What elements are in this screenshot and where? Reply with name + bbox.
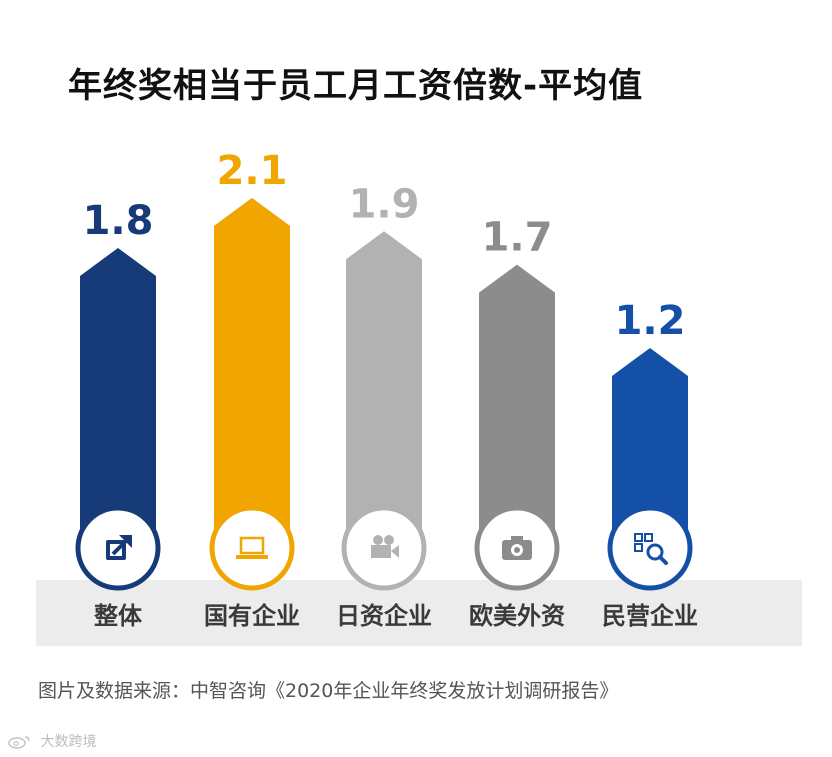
weibo-logo-icon	[8, 736, 30, 749]
category-label: 民营企业	[602, 602, 698, 630]
camera-icon	[502, 536, 532, 560]
value-label: 1.7	[482, 215, 553, 261]
video-camera-icon	[371, 535, 399, 558]
bar-group: 1.2 民营企业	[602, 298, 698, 630]
icon-badge	[209, 505, 295, 591]
bar	[612, 347, 688, 548]
bars-layer: 1.8 整体 2.1 国有企业 1.9 日资企业 1.7 欧美外资 1.2 民营企业	[75, 148, 698, 630]
category-label: 欧美外资	[469, 602, 565, 630]
category-band	[36, 580, 802, 646]
category-label: 日资企业	[336, 602, 432, 630]
bar-group: 1.9 日资企业	[336, 181, 432, 630]
watermark-text: 大数跨境	[40, 734, 97, 750]
value-label: 1.8	[83, 198, 154, 244]
chart-title: 年终奖相当于员工月工资倍数-平均值	[68, 66, 644, 106]
value-label: 1.2	[615, 298, 686, 344]
value-label: 1.9	[349, 181, 420, 227]
bar-group: 1.8 整体	[75, 198, 161, 630]
bar	[479, 264, 555, 548]
qr-search-icon	[634, 533, 668, 565]
bar-group: 2.1 国有企业	[204, 148, 300, 630]
watermark: 大数跨境	[8, 731, 96, 751]
bar	[80, 247, 156, 548]
bar	[214, 197, 290, 548]
share-icon	[106, 535, 132, 560]
value-label: 2.1	[217, 148, 288, 194]
category-label: 整体	[94, 602, 143, 630]
category-label: 国有企业	[204, 602, 300, 630]
bar-group: 1.7 欧美外资	[469, 215, 565, 630]
source-note: 图片及数据来源：中智咨询《2020年企业年终奖发放计划调研报告》	[38, 680, 619, 702]
laptop-icon	[236, 536, 268, 559]
bar	[346, 231, 422, 548]
